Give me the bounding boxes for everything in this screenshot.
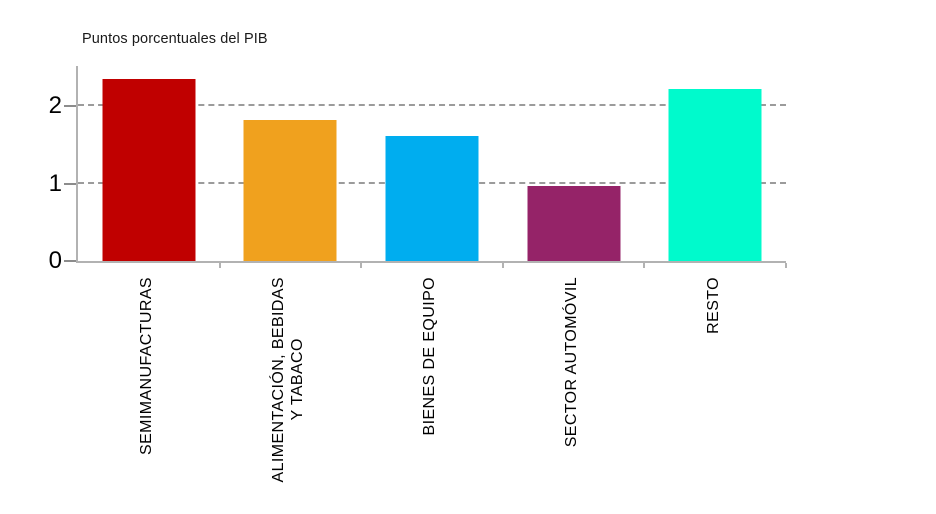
- x-tick-mark-4: [643, 263, 646, 268]
- bar-slot-2: [361, 66, 503, 261]
- x-label-3: SECTOR AUTOMÓVIL: [563, 277, 581, 448]
- x-label-4: RESTO: [704, 277, 722, 334]
- bar-4: [668, 89, 762, 261]
- x-label-slot-2: BIENES DE EQUIPO: [359, 277, 501, 514]
- x-label-0: SEMIMANUFACTURAS: [138, 277, 156, 455]
- plot-area: 0 1 2: [49, 66, 787, 273]
- bar-slot-3: [503, 66, 645, 261]
- x-label-slot-3: SECTOR AUTOMÓVIL: [501, 277, 643, 514]
- bar-3: [527, 185, 621, 261]
- bar-slot-4: [644, 66, 786, 261]
- y-tick-mark-0: [64, 260, 76, 262]
- bar-1: [243, 120, 337, 261]
- x-label-slot-1: ALIMENTACIÓN, BEBIDAS Y TABACO: [218, 277, 360, 514]
- y-tick-label-1: 1: [48, 169, 62, 197]
- chart-title: Puntos porcentuales del PIB: [82, 31, 268, 47]
- bar-slot-0: [78, 66, 220, 261]
- x-label-1: ALIMENTACIÓN, BEBIDAS Y TABACO: [270, 277, 307, 483]
- y-tick-label-2: 2: [48, 92, 62, 120]
- x-label-slot-4: RESTO: [642, 277, 784, 514]
- x-tick-mark-3: [501, 263, 504, 268]
- x-tick-mark-2: [360, 263, 363, 268]
- bar-2: [385, 135, 479, 261]
- bar-slot-1: [220, 66, 362, 261]
- x-tick-mark-1: [218, 263, 221, 268]
- x-tick-mark-5: [785, 263, 787, 268]
- y-tick-mark-1: [64, 182, 76, 185]
- gridline-y2: [78, 104, 786, 107]
- bar-0: [102, 79, 196, 261]
- x-label-slot-0: SEMIMANUFACTURAS: [76, 277, 218, 514]
- y-tick-mark-2: [64, 105, 76, 108]
- y-tick-label-0: 0: [48, 247, 62, 274]
- x-axis-labels: SEMIMANUFACTURAS ALIMENTACIÓN, BEBIDAS Y T…: [76, 277, 784, 514]
- x-label-2: BIENES DE EQUIPO: [421, 277, 439, 436]
- bar-slots: [78, 66, 786, 261]
